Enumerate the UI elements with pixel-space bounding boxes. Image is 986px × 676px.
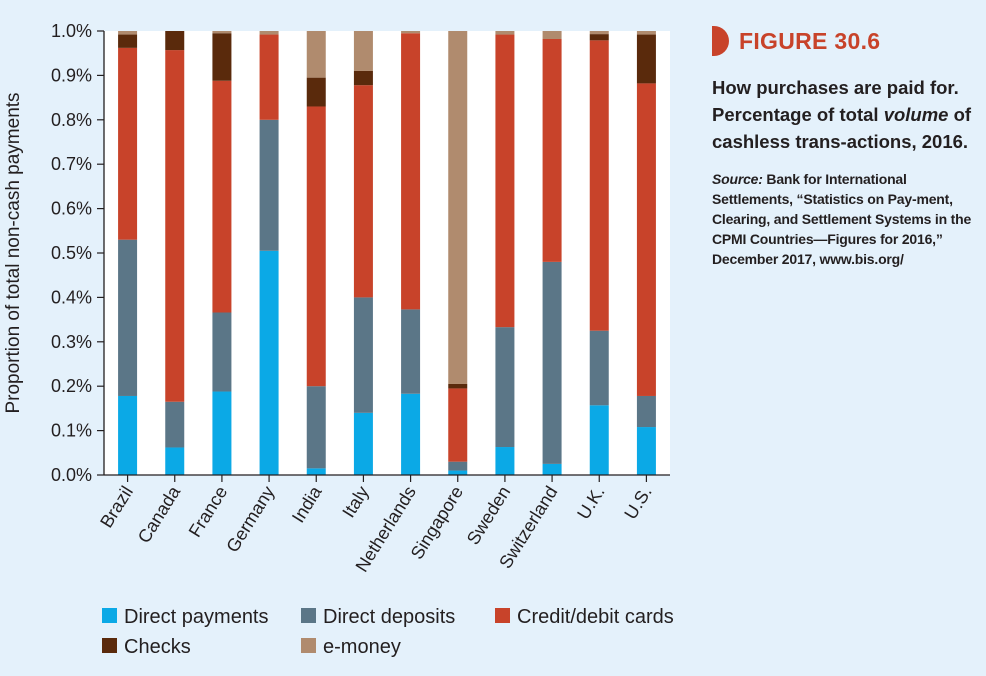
bar-segment-sweden-e-money (495, 31, 515, 35)
bar-segment-india-e-money (306, 31, 326, 78)
bar-segment-india-checks (306, 77, 326, 107)
bar-segment-u-s-checks (636, 34, 656, 84)
y-tick-label: 0.0% (51, 465, 92, 485)
bar-segment-france-direct-payments (212, 391, 232, 475)
bar-segment-france-direct-deposits (212, 312, 232, 392)
bar-segment-singapore-direct-deposits (448, 461, 468, 471)
bar-segment-france-checks (212, 33, 232, 81)
bar-segment-netherlands-direct-deposits (401, 309, 421, 394)
bar-segment-switzerland-direct-deposits (542, 261, 562, 464)
x-tick-label: Brazil (96, 483, 137, 532)
bar-segment-u-k-e-money (589, 31, 609, 35)
legend-swatch-credit-debit-cards (495, 608, 510, 623)
legend-swatch-direct-deposits (301, 608, 316, 623)
x-tick-label: Sweden (463, 483, 514, 549)
bar-segment-germany-e-money (259, 31, 279, 35)
bar-segment-switzerland-e-money (542, 31, 562, 39)
bar-segment-singapore-credit-debit-cards (448, 388, 468, 462)
bar-segment-singapore-e-money (448, 31, 468, 384)
bar-segment-italy-checks (353, 70, 373, 86)
source-label: Source: (712, 171, 763, 187)
bar-segment-brazil-direct-deposits (118, 239, 138, 396)
y-tick-label: 0.8% (51, 110, 92, 130)
legend-label-e-money: e-money (323, 636, 401, 658)
legend-swatch-checks (102, 638, 117, 653)
bar-segment-canada-direct-payments (165, 447, 185, 475)
x-tick-label: Canada (134, 482, 185, 547)
bar-segment-india-direct-payments (306, 468, 326, 475)
bar-segment-u-s-direct-deposits (636, 395, 656, 428)
bar-segment-netherlands-credit-debit-cards (401, 33, 421, 310)
legend-label-checks: Checks (124, 636, 191, 658)
legend-label-direct-payments: Direct payments (124, 606, 269, 628)
bar-segment-u-k-direct-payments (589, 405, 609, 475)
bar-segment-brazil-e-money (118, 31, 138, 35)
x-tick-label: U.S. (620, 483, 656, 523)
bar-segment-italy-direct-deposits (353, 297, 373, 413)
y-tick-label: 0.6% (51, 199, 92, 219)
y-tick-label: 0.5% (51, 243, 92, 263)
bar-segment-singapore-direct-payments (448, 470, 468, 475)
bar-segment-brazil-checks (118, 34, 138, 48)
bar-segment-u-k-credit-debit-cards (589, 40, 609, 331)
bar-segment-germany-direct-deposits (259, 119, 279, 251)
x-tick-label: France (185, 483, 232, 541)
y-tick-label: 0.3% (51, 332, 92, 352)
bar-segment-singapore-checks (448, 383, 468, 389)
bar-segment-brazil-credit-debit-cards (118, 47, 138, 240)
bar-segment-italy-direct-payments (353, 412, 373, 475)
y-tick-label: 0.2% (51, 376, 92, 396)
caption-post: of cashless trans-actions, 2016. (712, 104, 972, 152)
bar-segment-germany-direct-payments (259, 250, 279, 475)
legend-swatch-direct-payments (102, 608, 117, 623)
bar-segment-u-s-e-money (636, 31, 656, 35)
y-tick-label: 0.7% (51, 154, 92, 174)
y-axis-label: Proportion of total non-cash payments (3, 92, 24, 413)
bar-segment-netherlands-e-money (401, 31, 421, 34)
bar-segment-sweden-credit-debit-cards (495, 34, 515, 328)
bar-segment-switzerland-direct-payments (542, 463, 562, 475)
bar-segment-italy-credit-debit-cards (353, 85, 373, 298)
figure-sidebar: FIGURE 30.6 How purchases are paid for. … (712, 26, 974, 269)
bar-segment-netherlands-direct-payments (401, 393, 421, 475)
bar-segment-france-e-money (212, 31, 232, 34)
source-text: Bank for International Settlements, “Sta… (712, 171, 972, 267)
bar-segment-sweden-direct-payments (495, 447, 515, 475)
bar-segment-italy-e-money (353, 31, 373, 71)
bar-segment-india-direct-deposits (306, 386, 326, 469)
legend-label-credit-debit-cards: Credit/debit cards (517, 606, 674, 628)
legend-swatch-e-money (301, 638, 316, 653)
bar-segment-canada-direct-deposits (165, 401, 185, 448)
bar-segment-u-k-checks (589, 34, 609, 41)
bar-segment-brazil-direct-payments (118, 395, 138, 475)
bar-segment-u-s-credit-debit-cards (636, 83, 656, 396)
bar-segment-sweden-direct-deposits (495, 327, 515, 448)
bar-segment-france-credit-debit-cards (212, 80, 232, 313)
x-tick-label: Italy (338, 483, 372, 522)
bar-segment-u-k-direct-deposits (589, 330, 609, 406)
figure-number: FIGURE 30.6 (739, 27, 881, 54)
y-tick-label: 0.4% (51, 287, 92, 307)
caption-pre: How purchases are paid for. Percentage o… (712, 77, 959, 125)
bar-segment-canada-checks (165, 31, 185, 51)
x-tick-label: U.K. (573, 483, 609, 523)
bar-segment-switzerland-credit-debit-cards (542, 38, 562, 262)
figure-source: Source: Bank for International Settlemen… (712, 169, 974, 269)
plot-area (104, 31, 670, 475)
figure-header: FIGURE 30.6 (712, 26, 974, 56)
bar-segment-germany-credit-debit-cards (259, 34, 279, 120)
y-tick-label: 0.9% (51, 65, 92, 85)
bar-segment-canada-credit-debit-cards (165, 50, 185, 402)
bar-segment-u-s-direct-payments (636, 427, 656, 475)
figure-marker-icon (712, 26, 729, 56)
legend-label-direct-deposits: Direct deposits (323, 606, 455, 628)
caption-emphasis: volume (883, 104, 949, 125)
figure-caption: How purchases are paid for. Percentage o… (712, 74, 974, 155)
x-tick-label: India (288, 482, 326, 527)
bar-segment-india-credit-debit-cards (306, 106, 326, 387)
y-tick-label: 1.0% (51, 21, 92, 41)
y-tick-label: 0.1% (51, 421, 92, 441)
